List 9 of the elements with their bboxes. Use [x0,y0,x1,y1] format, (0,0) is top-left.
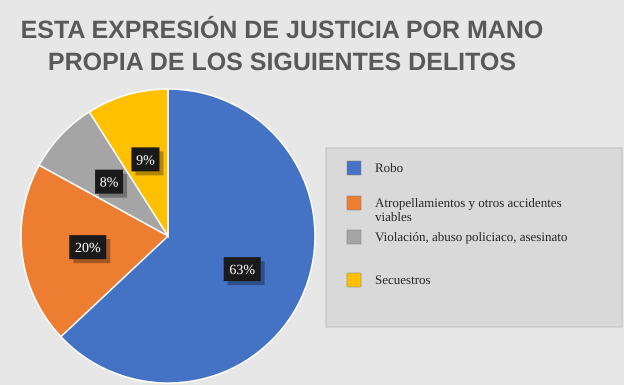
legend-label: Violación, abuso policiaco, asesinato [375,229,568,244]
legend-label: Atropellamientos y otros accidentes viables [375,195,562,224]
legend-label: Secuestros [375,272,431,287]
legend-label: Robo [375,160,404,175]
data-label: 9% [136,153,156,168]
data-label: 20% [74,241,101,256]
data-label: 8% [100,176,119,191]
data-label: 63% [229,263,256,278]
chart-title: ESTA EXPRESIÓN DE JUSTICIA POR MANO PROPIA DE LOS SIGUIENTES DELITOS [20,15,544,76]
